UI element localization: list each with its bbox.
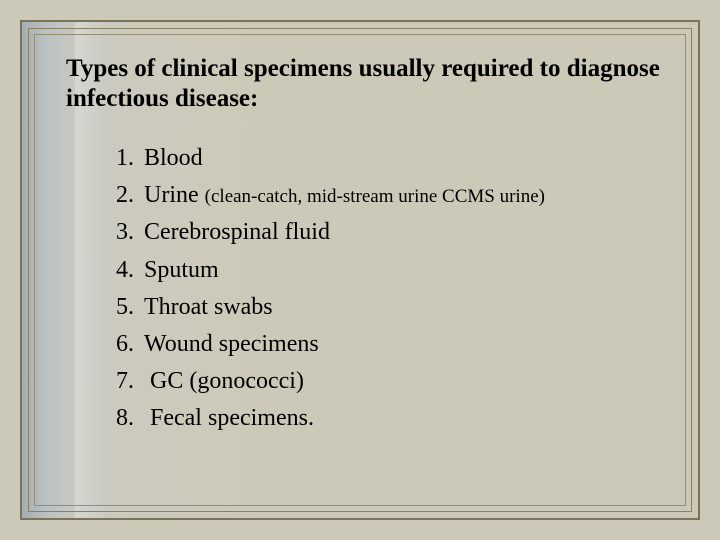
list-item: 8. Fecal specimens. (108, 400, 666, 437)
item-number: 8. (108, 400, 144, 437)
specimen-list: 1. Blood 2. Urine (clean-catch, mid-stre… (108, 140, 666, 438)
item-text: GC (gonococci) (144, 363, 666, 400)
slide-title: Types of clinical specimens usually requ… (66, 54, 666, 114)
list-item: 4. Sputum (108, 252, 666, 289)
list-item: 6. Wound specimens (108, 326, 666, 363)
item-paren: (clean-catch, mid-stream urine CCMS urin… (205, 186, 545, 207)
item-text: Blood (144, 140, 666, 177)
item-number: 5. (108, 289, 144, 326)
item-number: 4. (108, 252, 144, 289)
item-number: 1. (108, 140, 144, 177)
item-text: Urine (clean-catch, mid-stream urine CCM… (144, 177, 666, 214)
item-number: 2. (108, 177, 144, 214)
slide-content: Types of clinical specimens usually requ… (66, 54, 666, 438)
item-number: 3. (108, 214, 144, 251)
list-item: 2. Urine (clean-catch, mid-stream urine … (108, 177, 666, 214)
list-item: 7. GC (gonococci) (108, 363, 666, 400)
list-item: 3. Cerebrospinal fluid (108, 214, 666, 251)
item-text: Fecal specimens. (144, 400, 666, 437)
list-item: 1. Blood (108, 140, 666, 177)
item-text: Sputum (144, 252, 666, 289)
item-number: 7. (108, 363, 144, 400)
item-number: 6. (108, 326, 144, 363)
item-text: Throat swabs (144, 289, 666, 326)
item-text: Cerebrospinal fluid (144, 214, 666, 251)
list-item: 5. Throat swabs (108, 289, 666, 326)
item-text: Wound specimens (144, 326, 666, 363)
